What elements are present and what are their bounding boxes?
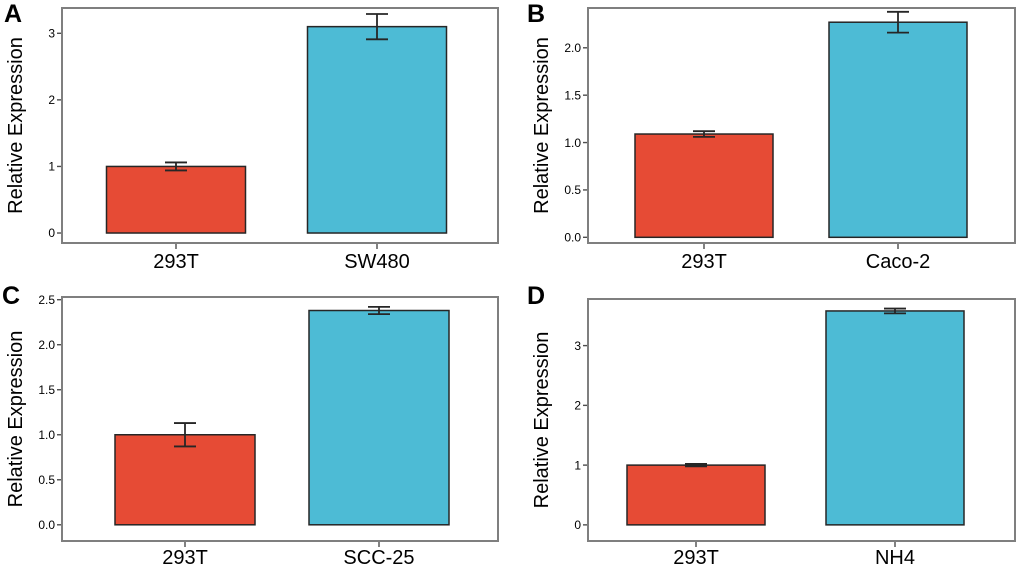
panel-c: C 0.0 0.5 1.0 1.5 2.0 2.5 293T SCC-25 Relative E…	[0, 284, 510, 568]
panel-c-chart: 0.0 0.5 1.0 1.5 2.0 2.5 293T SCC-25 Relative Exp…	[5, 293, 499, 568]
bar-293T	[105, 165, 247, 234]
y-tick-label: 2.0	[564, 41, 581, 55]
panel-letter-a: A	[4, 0, 23, 28]
y-tick-label: 0.0	[38, 518, 55, 532]
panel-a-chart: 0 1 2 3 293T SW480 Relative Expression	[5, 7, 499, 273]
y-tick-label: 0.5	[38, 473, 55, 487]
x-category-label: 293T	[673, 547, 719, 568]
x-category-label: SCC-25	[343, 547, 414, 568]
x-category-label: SW480	[344, 251, 410, 273]
x-category-label: NH4	[875, 547, 915, 568]
y-axis-label: Relative Expression	[531, 332, 553, 509]
panel-b: B 0.0 0.5 1.0 1.5 2.0 293T Caco-2 Relative Expr…	[510, 0, 1020, 284]
panel-b-chart: 0.0 0.5 1.0 1.5 2.0 293T Caco-2 Relative Expres…	[531, 7, 1016, 273]
error-bar	[165, 161, 187, 172]
panel-letter-d: D	[527, 282, 546, 310]
y-axis-label: Relative Expression	[531, 37, 553, 214]
y-tick-label: 0	[48, 226, 55, 240]
y-tick-label: 0.0	[564, 231, 581, 245]
error-bar	[368, 306, 390, 316]
y-tick-label: 1.5	[564, 88, 581, 102]
error-bar	[884, 307, 906, 315]
error-bar	[887, 10, 909, 34]
y-axis-label: Relative Expression	[5, 37, 27, 214]
panel-d: D 0 1 2 3 293T NH4 Relative Expression	[510, 284, 1020, 568]
y-tick-label: 2	[574, 399, 581, 413]
y-tick-label: 2	[48, 93, 55, 107]
error-bar	[174, 422, 196, 448]
y-tick-label: 0.5	[564, 183, 581, 197]
panel-letter-c: C	[2, 282, 21, 310]
y-axis-label: Relative Expression	[5, 331, 27, 508]
bar-NH4	[825, 310, 965, 526]
x-category-label: 293T	[681, 251, 727, 273]
bar-SW480	[306, 25, 448, 234]
error-bar	[693, 130, 715, 138]
y-tick-label: 1.0	[38, 428, 55, 442]
bar-293T	[634, 133, 774, 239]
error-bar	[366, 13, 388, 41]
y-tick-label: 1.5	[38, 383, 55, 397]
bar-SCC-25	[308, 309, 450, 526]
x-category-label: 293T	[153, 251, 199, 273]
y-tick-label: 2.5	[38, 293, 55, 307]
bar-293T	[114, 434, 256, 526]
panel-d-chart: 0 1 2 3 293T NH4 Relative Expression	[531, 298, 1016, 568]
y-tick-label: 3	[48, 26, 55, 40]
bar-Caco-2	[828, 21, 968, 239]
bar-293T	[626, 464, 766, 526]
x-category-label: Caco-2	[866, 251, 930, 273]
y-tick-label: 1.0	[564, 136, 581, 150]
error-bar	[685, 463, 707, 468]
y-tick-label: 1	[574, 458, 581, 472]
y-tick-label: 3	[574, 339, 581, 353]
panel-a: A 0 1 2 3 293T SW480 Relative Expression	[0, 0, 510, 284]
x-category-label: 293T	[162, 547, 208, 568]
y-tick-label: 1	[48, 160, 55, 174]
y-tick-label: 2.0	[38, 338, 55, 352]
panel-letter-b: B	[527, 0, 546, 28]
y-tick-label: 0	[574, 518, 581, 532]
